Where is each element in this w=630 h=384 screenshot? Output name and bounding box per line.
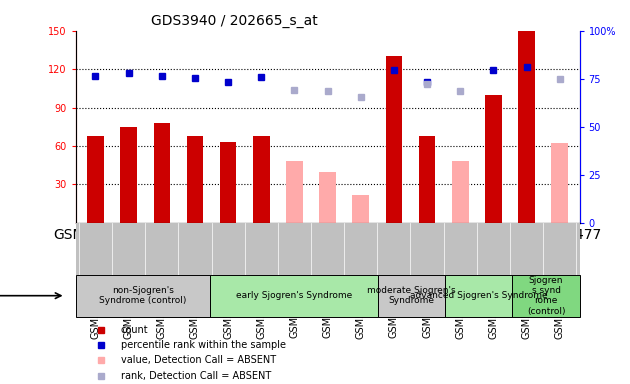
Bar (452, 161, 469, 223)
Bar (210, 275, 378, 317)
Text: moderate Sjogren's
Syndrome: moderate Sjogren's Syndrome (367, 286, 456, 305)
Bar (220, 142, 236, 223)
Bar (518, 31, 535, 223)
Text: percentile rank within the sample: percentile rank within the sample (121, 341, 286, 351)
Bar (154, 123, 170, 223)
Bar (186, 136, 203, 223)
Bar (551, 143, 568, 223)
Text: non-Sjogren's
Syndrome (control): non-Sjogren's Syndrome (control) (99, 286, 186, 305)
Bar (120, 127, 137, 223)
Bar (419, 136, 435, 223)
Bar (352, 195, 369, 223)
Text: value, Detection Call = ABSENT: value, Detection Call = ABSENT (121, 356, 276, 366)
Bar (512, 275, 580, 317)
Text: rank, Detection Call = ABSENT: rank, Detection Call = ABSENT (121, 371, 271, 381)
Bar (378, 275, 445, 317)
Bar (485, 95, 501, 223)
Text: Sjogren
s synd
rome
(control): Sjogren s synd rome (control) (527, 276, 565, 316)
Bar (386, 56, 402, 223)
Bar (286, 161, 303, 223)
Bar (87, 136, 104, 223)
Bar (319, 172, 336, 223)
Bar (253, 136, 270, 223)
Text: early Sjogren's Syndrome: early Sjogren's Syndrome (236, 291, 352, 300)
Bar (445, 275, 512, 317)
Text: advanced Sjogren's Syndrome: advanced Sjogren's Syndrome (410, 291, 547, 300)
Text: count: count (121, 326, 149, 336)
Text: GDS3940 / 202665_s_at: GDS3940 / 202665_s_at (151, 14, 318, 28)
Bar (76, 275, 210, 317)
